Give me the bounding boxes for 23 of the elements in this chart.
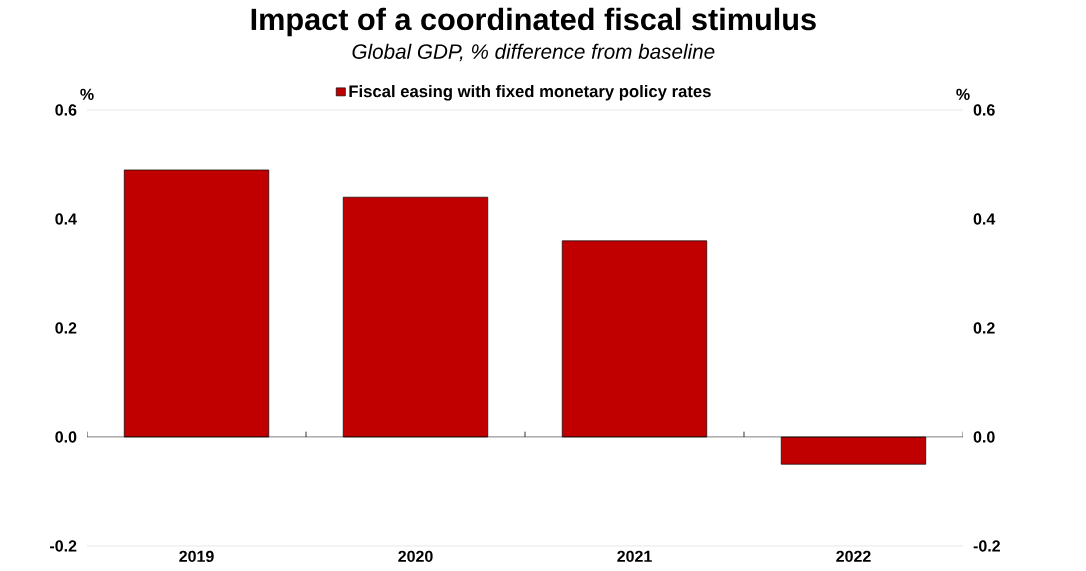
bar: [342, 196, 489, 438]
y-tick-label: 0.2: [55, 322, 77, 334]
bar: [561, 240, 708, 438]
y-tick-label: -0.2: [50, 540, 77, 552]
bar: [780, 436, 927, 465]
y-tick-label: 0.6: [55, 104, 77, 116]
chart-title: Impact of a coordinated fiscal stimulus: [251, 7, 816, 37]
bar: [123, 169, 270, 438]
y2-tick-label: -0.2: [973, 540, 1000, 552]
y2-axis-title: %: [956, 88, 970, 100]
y-axis-title: %: [80, 88, 94, 100]
chart-subtitle: Global GDP, % difference from baseline: [352, 43, 715, 62]
y-tick-label: 0.4: [55, 213, 77, 225]
x-tick-label: 2022: [836, 550, 871, 563]
y2-tick-label: 0.4: [973, 213, 996, 225]
y2-tick-label: 0.6: [973, 104, 995, 116]
y-tick-label: 0.0: [55, 431, 77, 443]
x-tick-label: 2021: [617, 550, 652, 563]
y2-tick-label: 0.0: [973, 431, 995, 443]
x-tick-label: 2020: [398, 550, 433, 563]
x-tick-label: 2019: [179, 550, 214, 563]
y2-tick-label: 0.2: [973, 322, 995, 334]
legend-label: Fiscal easing with fixed monetary policy rates: [349, 84, 711, 101]
